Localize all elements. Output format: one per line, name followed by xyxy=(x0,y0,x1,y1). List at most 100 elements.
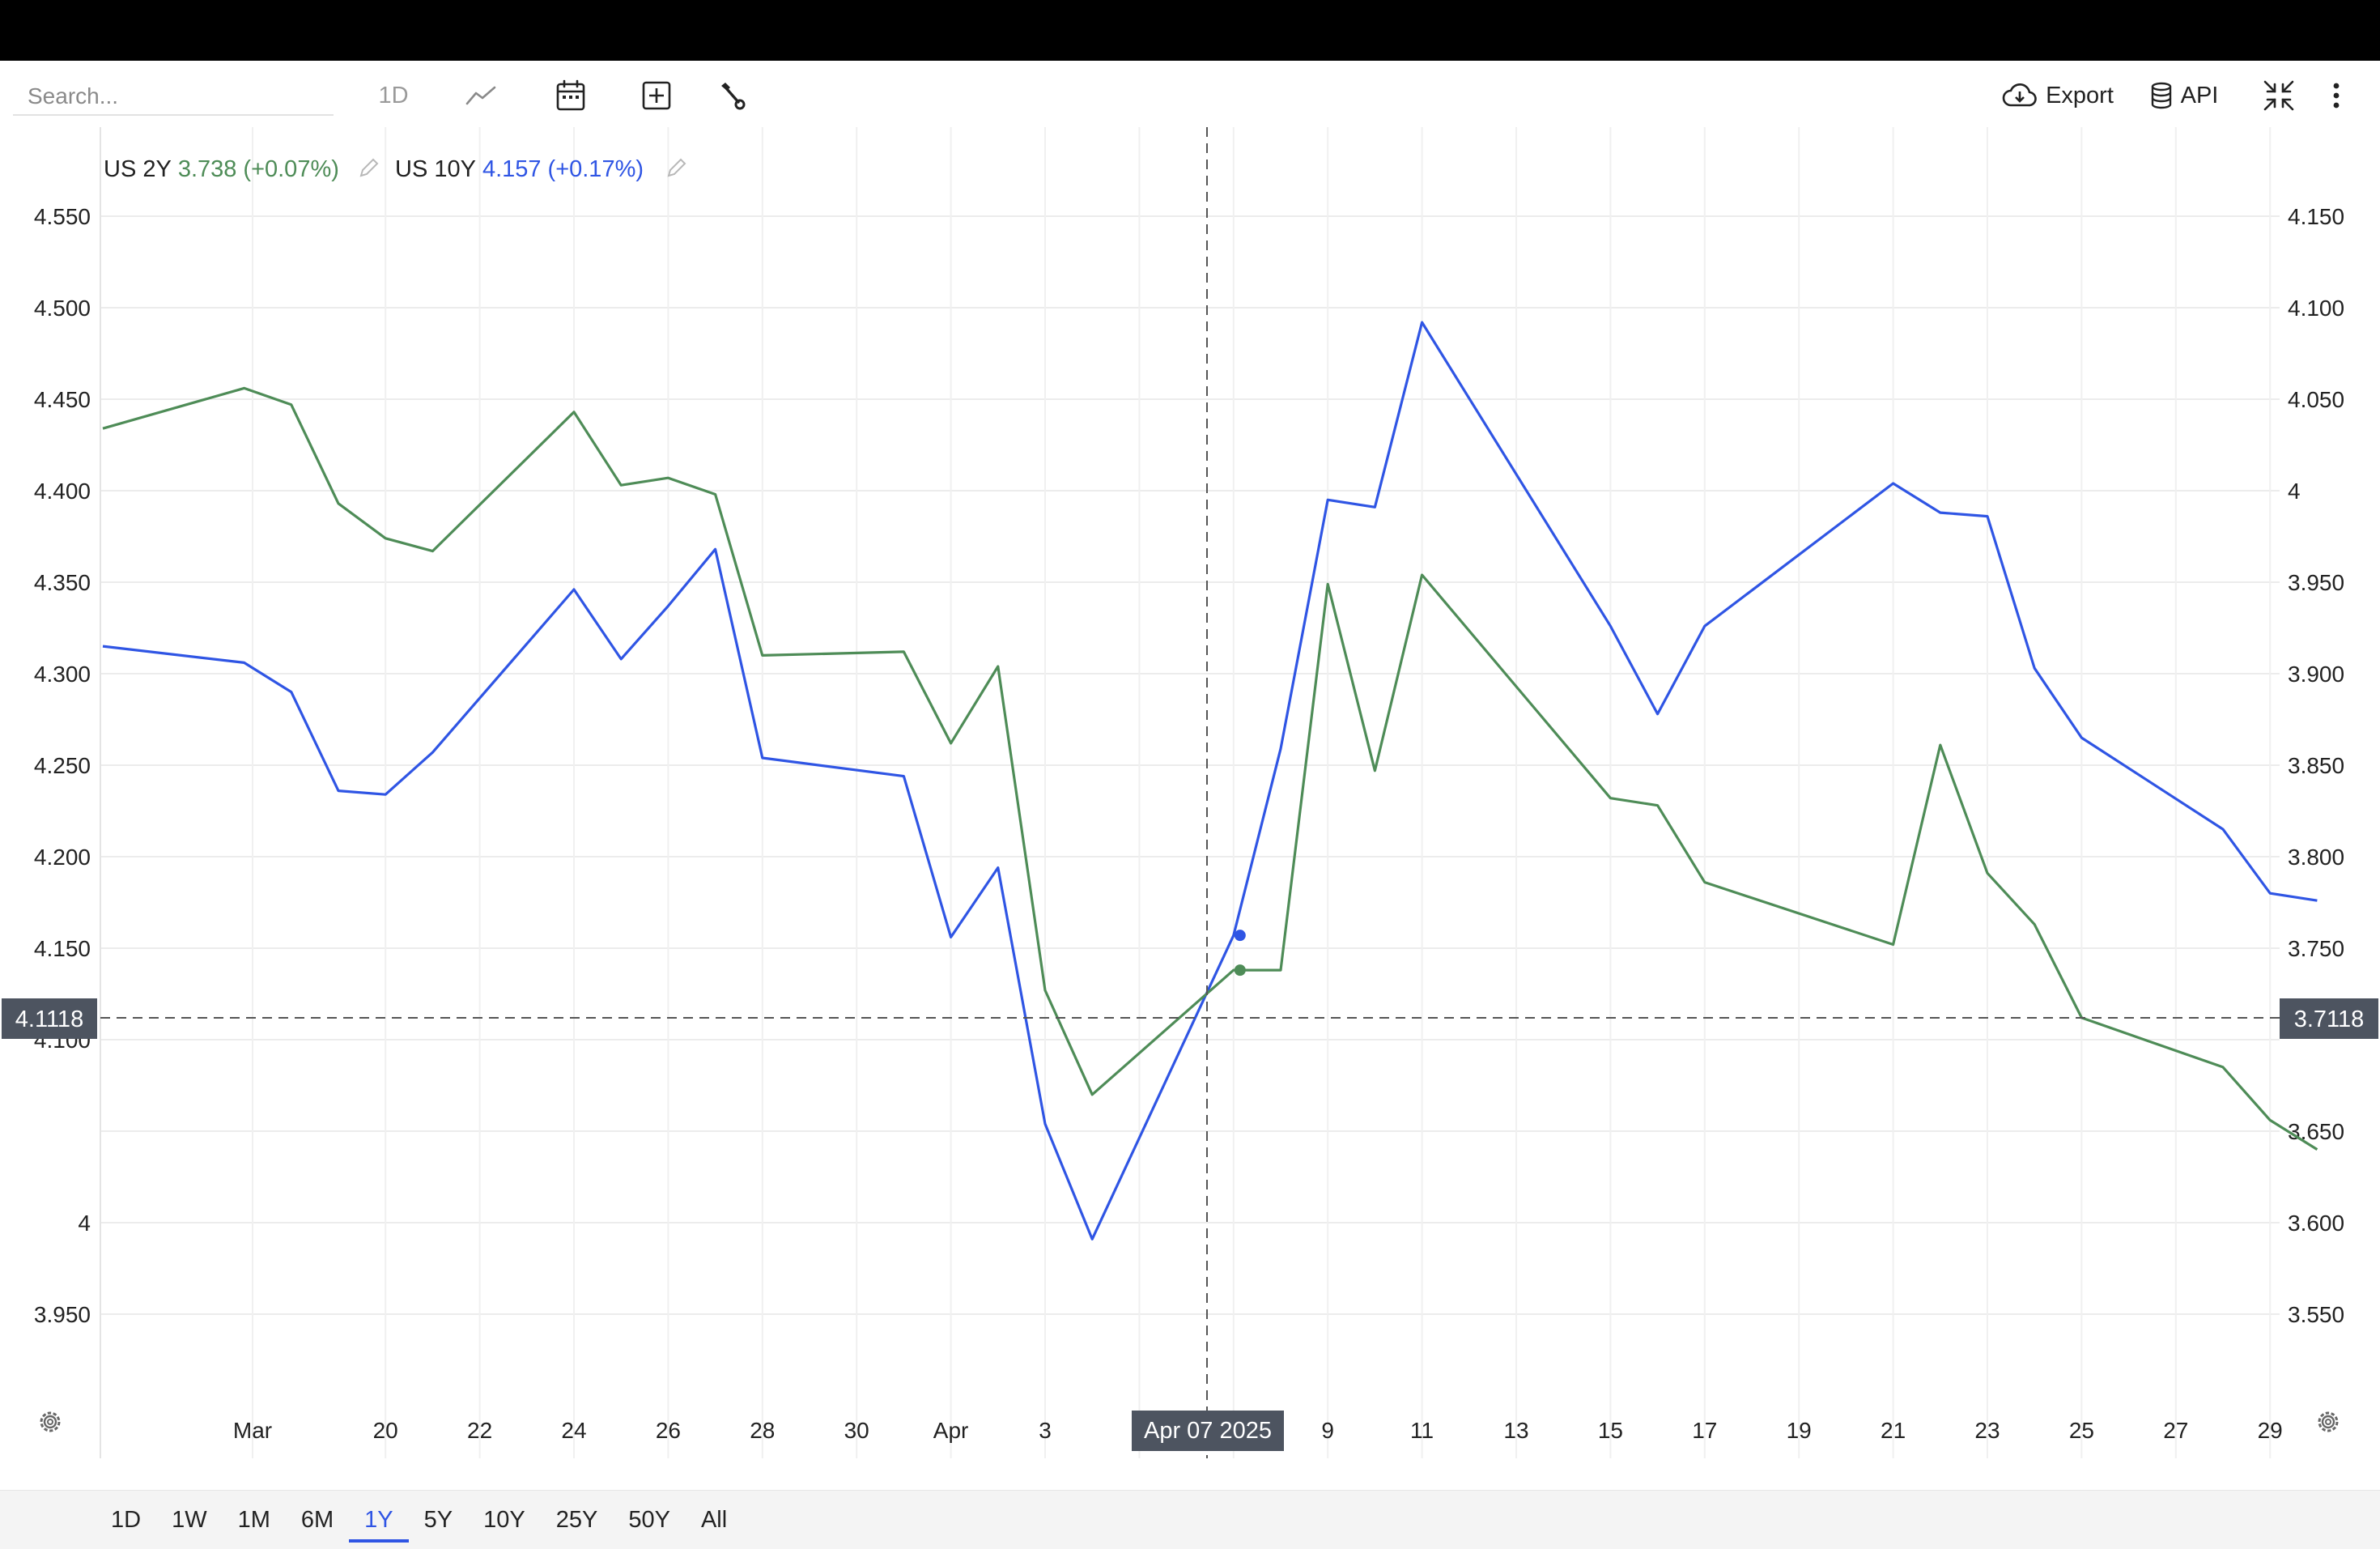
range-button-50y[interactable]: 50Y xyxy=(628,1507,670,1533)
database-icon xyxy=(2151,82,2171,109)
x-tick-label: 3 xyxy=(1039,1418,1052,1443)
y-right-tick-label: 3.600 xyxy=(2288,1211,2344,1236)
y-left-tick-label: 4.250 xyxy=(34,753,91,778)
crosshair-right-tag: 3.7118 xyxy=(2280,998,2378,1039)
y-left-tick-label: 3.950 xyxy=(34,1302,91,1327)
wrench-icon xyxy=(721,83,746,110)
add-comparison-button[interactable] xyxy=(636,74,677,117)
series-line-us-2y[interactable] xyxy=(102,386,2318,1151)
crosshair-date-tag: Apr 07 2025 xyxy=(1132,1411,1284,1451)
add-comparison-icon xyxy=(642,81,671,110)
left-axis-settings-gear-icon[interactable] xyxy=(40,1411,61,1432)
x-tick-label: 28 xyxy=(750,1418,775,1443)
svg-text:US 2Y3.738(+0.07%): US 2Y 3.738 (+0.07%) xyxy=(104,156,339,182)
more-button[interactable] xyxy=(2322,74,2351,117)
x-tick-label: 30 xyxy=(844,1418,869,1443)
range-bar: 1D 1W 1M 6M 1Y 5Y 10Y 25Y 50Y All xyxy=(0,1490,2380,1549)
range-button-5y[interactable]: 5Y xyxy=(423,1507,453,1533)
y-right-tick-label: 3.900 xyxy=(2288,662,2344,687)
range-button-all[interactable]: All xyxy=(700,1507,728,1533)
crosshair-left-value: 4.1118 xyxy=(15,1006,83,1032)
cloud-download-icon xyxy=(2002,83,2037,107)
y-right-tick-label: 3.650 xyxy=(2288,1119,2344,1144)
chart[interactable]: 4.550 4.500 4.450 4.400 4.350 4.300 4.250 4.200… xyxy=(0,61,2380,1490)
collapse-button[interactable] xyxy=(2259,74,2299,117)
more-vertical-icon xyxy=(2333,83,2340,109)
range-button-6m[interactable]: 6M xyxy=(300,1507,334,1533)
crosshair-date-label: Apr 07 2025 xyxy=(1144,1418,1272,1444)
y-left-tick-label: 4.400 xyxy=(34,479,91,504)
y-right-tick-label: 4.150 xyxy=(2288,204,2344,229)
legend-2y-value: 3.738 xyxy=(178,156,237,182)
interval-label: 1D xyxy=(378,82,409,109)
y-left-tick-label: 4.500 xyxy=(34,296,91,321)
y-left-tick-label: 4.200 xyxy=(34,845,91,870)
date-range-button[interactable] xyxy=(550,74,591,117)
api-button[interactable]: API xyxy=(2147,74,2221,117)
range-button-1m[interactable]: 1M xyxy=(237,1507,270,1533)
line-chart-icon xyxy=(465,86,496,105)
toolbar: 1D xyxy=(0,61,2380,134)
range-selector: 1D 1W 1M 6M 1Y 5Y 10Y 25Y 50Y All xyxy=(96,1491,742,1549)
legend-2y-name: US 2Y xyxy=(104,156,172,182)
hover-point-us-2y xyxy=(1234,964,1246,977)
y-left-tick-label: 4.550 xyxy=(34,204,91,229)
interval-button[interactable]: 1D xyxy=(369,74,418,117)
x-tick-label: 26 xyxy=(656,1418,681,1443)
export-button[interactable]: Export xyxy=(1998,74,2118,117)
edit-2y-pencil-icon[interactable] xyxy=(359,158,379,177)
y-left-tick-label: 4.300 xyxy=(34,662,91,687)
search-input[interactable] xyxy=(13,79,334,116)
legend-2y-change: (+0.07%) xyxy=(243,156,338,182)
y-right-tick-label: 4.100 xyxy=(2288,296,2344,321)
crosshair-left-tag: 4.1118 xyxy=(2,998,97,1039)
y-left-tick-label: 4 xyxy=(78,1211,91,1236)
x-tick-label: 21 xyxy=(1881,1418,1906,1443)
x-tick-label: 23 xyxy=(1974,1418,2000,1443)
x-tick-label: 15 xyxy=(1598,1418,1623,1443)
range-button-1y[interactable]: 1Y xyxy=(349,1491,410,1549)
api-label: API xyxy=(2180,82,2219,109)
calendar-icon xyxy=(556,79,585,111)
x-tick-label: 11 xyxy=(1410,1418,1434,1443)
x-tick-label: 25 xyxy=(2069,1418,2094,1443)
y-right-tick-label: 3.750 xyxy=(2288,936,2344,961)
y-left-tick-label: 4.450 xyxy=(34,387,91,412)
x-tick-label: 17 xyxy=(1692,1418,1717,1443)
y-left-tick-label: 4.350 xyxy=(34,570,91,595)
crosshair-right-value: 3.7118 xyxy=(2294,1006,2365,1032)
hover-point-us-10y xyxy=(1234,930,1246,942)
x-tick-label: Mar xyxy=(233,1418,272,1443)
x-tick-label: 22 xyxy=(467,1418,492,1443)
x-tick-label: Apr xyxy=(933,1418,969,1443)
x-tick-label: 19 xyxy=(1787,1418,1812,1443)
range-button-1w[interactable]: 1W xyxy=(172,1507,207,1533)
legend-10y-change: (+0.17%) xyxy=(548,156,644,182)
x-tick-label: 9 xyxy=(1321,1418,1334,1443)
y-left-tick-label: 4.150 xyxy=(34,936,91,961)
range-button-1d[interactable]: 1D xyxy=(111,1507,142,1533)
right-axis-settings-gear-icon[interactable] xyxy=(2318,1411,2339,1432)
x-tick-label: 13 xyxy=(1503,1418,1528,1443)
legend: US 2Y 3.738 (+0.07%) US 10Y 4.157 (+0.17%) xyxy=(104,156,686,182)
range-button-25y[interactable]: 25Y xyxy=(555,1507,598,1533)
edit-10y-pencil-icon[interactable] xyxy=(667,158,686,177)
y-right-tick-label: 4.050 xyxy=(2288,387,2344,412)
legend-10y-value: 4.157 xyxy=(482,156,542,182)
tools-button[interactable] xyxy=(711,74,751,117)
series-line-us-10y[interactable] xyxy=(102,321,2318,1240)
x-tick-label: 27 xyxy=(2163,1418,2188,1443)
chart-type-button[interactable] xyxy=(460,74,502,117)
chart-window: 1D xyxy=(0,61,2380,1549)
y-right-tick-label: 4 xyxy=(2288,479,2301,504)
x-tick-label: 24 xyxy=(561,1418,586,1443)
y-right-tick-label: 3.850 xyxy=(2288,753,2344,778)
range-button-10y[interactable]: 10Y xyxy=(483,1507,525,1533)
x-tick-label: 29 xyxy=(2258,1418,2283,1443)
x-tick-label: 20 xyxy=(373,1418,398,1443)
y-right-tick-label: 3.950 xyxy=(2288,570,2344,595)
collapse-icon xyxy=(2263,80,2294,111)
export-label: Export xyxy=(2046,82,2114,109)
y-right-tick-label: 3.550 xyxy=(2288,1302,2344,1327)
